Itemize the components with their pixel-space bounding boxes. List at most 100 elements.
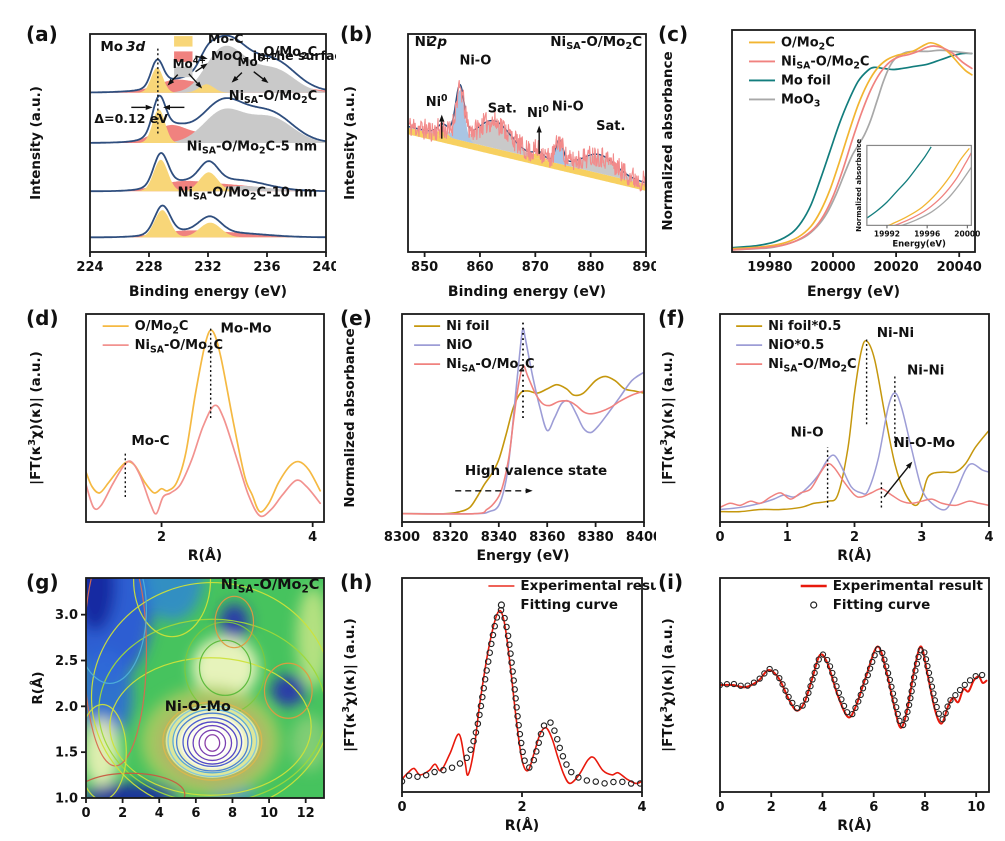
svg-text:8400: 8400 bbox=[626, 530, 656, 545]
svg-text:240: 240 bbox=[312, 260, 336, 275]
svg-text:2: 2 bbox=[517, 800, 526, 815]
panel-g-label: (g) bbox=[26, 570, 59, 594]
svg-text:8: 8 bbox=[228, 806, 237, 821]
svg-text:O/Mo2C: O/Mo2C bbox=[135, 319, 189, 336]
panel-h-chart: 0 2 4 R(Å) |FT(κ3χ)(κ)| (a.u.) Experimental r… bbox=[341, 577, 656, 834]
svg-text:Mo6+: Mo6+ bbox=[238, 54, 271, 69]
svg-text:8300: 8300 bbox=[384, 530, 420, 545]
panel-d-label: (d) bbox=[26, 306, 59, 330]
svg-text:8320: 8320 bbox=[432, 530, 468, 545]
svg-text:2.0: 2.0 bbox=[55, 700, 78, 715]
svg-text:High valence state: High valence state bbox=[465, 463, 607, 479]
panel-a: (a) 224 228 232 236 240 Binding energy (eV) In… bbox=[24, 18, 336, 304]
svg-text:Sat.: Sat. bbox=[596, 119, 625, 134]
panel-f-chart: 0 1 2 3 4 R(Å) |FT(κ3χ)(κ)| (a.u.) Ni foil*0.5 N… bbox=[659, 313, 994, 564]
svg-text:236: 236 bbox=[253, 260, 280, 275]
svg-text:2p: 2p bbox=[428, 34, 447, 50]
svg-text:8360: 8360 bbox=[529, 530, 565, 545]
svg-text:2: 2 bbox=[157, 530, 166, 545]
svg-text:224: 224 bbox=[76, 260, 103, 275]
svg-text:Ni-O-Mo: Ni-O-Mo bbox=[894, 435, 956, 451]
svg-text:3: 3 bbox=[917, 530, 926, 545]
svg-text:870: 870 bbox=[522, 260, 549, 275]
svg-text:Fitting curve: Fitting curve bbox=[833, 597, 931, 613]
svg-text:0: 0 bbox=[81, 806, 90, 821]
svg-text:Ni-Ni: Ni-Ni bbox=[907, 362, 944, 378]
svg-text:Energy(eV): Energy(eV) bbox=[892, 239, 946, 249]
svg-text:NiSA-O/Mo2C-10 nm: NiSA-O/Mo2C-10 nm bbox=[178, 185, 318, 202]
panel-g-chart: 0 2 4 6 8 10 12 1.0 1.5 2.0 2.5 3.0 R(Å) NiSA-O/Mo2C N… bbox=[29, 577, 325, 821]
svg-text:228: 228 bbox=[135, 260, 162, 275]
svg-text:4: 4 bbox=[637, 800, 646, 815]
panel-h-label: (h) bbox=[340, 570, 373, 594]
panel-e: (e) 8300 8320 8340 8360 8380 8400 Energy (eV) N… bbox=[338, 302, 656, 568]
svg-text:2: 2 bbox=[118, 806, 127, 821]
svg-text:O/Mo2C: O/Mo2C bbox=[263, 45, 317, 62]
svg-text:12: 12 bbox=[297, 806, 315, 821]
svg-text:|FT(κ3χ)(κ)| (a.u.): |FT(κ3χ)(κ)| (a.u.) bbox=[659, 618, 676, 752]
panel-i: (i) 0 2 4 6 8 10 R(Å) |FT(κ3χ)(κ)| (a.u.) Experi… bbox=[656, 566, 1005, 838]
panel-a-label: (a) bbox=[26, 22, 58, 46]
svg-text:6: 6 bbox=[191, 806, 200, 821]
svg-text:Fitting curve: Fitting curve bbox=[520, 597, 618, 613]
svg-text:Intensity (a.u.): Intensity (a.u.) bbox=[28, 86, 44, 200]
svg-text:1.0: 1.0 bbox=[55, 792, 78, 807]
svg-text:2: 2 bbox=[850, 530, 859, 545]
panel-e-chart: 8300 8320 8340 8360 8380 8400 Energy (eV) Norma… bbox=[342, 313, 656, 564]
panel-c-label: (c) bbox=[658, 22, 689, 46]
panel-d: (d) 2 4 R(Å) |FT(κ3χ)(κ)| (a.u.) O/Mo2C NiSA-… bbox=[24, 302, 336, 568]
panel-e-label: (e) bbox=[340, 306, 372, 330]
panel-b-chart: 850 860 870 880 890 Binding energy (eV) Intens… bbox=[342, 33, 656, 300]
svg-text:MoO3: MoO3 bbox=[781, 92, 820, 109]
svg-text:Ni-O: Ni-O bbox=[552, 99, 584, 114]
svg-text:Energy (eV): Energy (eV) bbox=[476, 548, 569, 564]
svg-text:4: 4 bbox=[308, 530, 317, 545]
svg-text:Ni0: Ni0 bbox=[426, 93, 448, 110]
svg-text:Ni: Ni bbox=[415, 34, 431, 50]
svg-text:Energy (eV): Energy (eV) bbox=[807, 284, 900, 300]
svg-text:Mo: Mo bbox=[100, 39, 123, 55]
svg-text:8: 8 bbox=[920, 800, 929, 815]
svg-text:Mo4+: Mo4+ bbox=[173, 56, 206, 71]
svg-text:2: 2 bbox=[767, 800, 776, 815]
svg-text:19992: 19992 bbox=[874, 229, 900, 238]
svg-text:NiO*0.5: NiO*0.5 bbox=[768, 338, 824, 353]
panel-b: (b) 850 860 870 880 890 Binding energy (eV) In… bbox=[338, 18, 656, 304]
svg-text:8340: 8340 bbox=[481, 530, 517, 545]
panel-c-chart: 19992 19996 20000 Energy(eV) Normalized abso… bbox=[660, 29, 982, 300]
panel-i-chart: 0 2 4 6 8 10 R(Å) |FT(κ3χ)(κ)| (a.u.) Experiment… bbox=[659, 577, 990, 834]
svg-text:880: 880 bbox=[577, 260, 604, 275]
svg-text:Mo foil: Mo foil bbox=[781, 73, 831, 88]
svg-text:NiSA-O/Mo2C: NiSA-O/Mo2C bbox=[550, 34, 642, 52]
svg-text:3d: 3d bbox=[126, 39, 145, 55]
panel-f: (f) 0 1 2 3 4 R(Å) |FT(κ3χ)(κ)| (a.u.) Ni foil*… bbox=[656, 302, 1005, 568]
svg-text:4: 4 bbox=[818, 800, 827, 815]
svg-text:860: 860 bbox=[466, 260, 493, 275]
svg-text:Mo-Mo: Mo-Mo bbox=[220, 321, 271, 337]
panel-g: (g) 0 2 4 6 8 10 12 1.0 1.5 2.0 2.5 3.0 R(Å) NiSA-O/M… bbox=[24, 566, 336, 838]
svg-text:Normalized absorbance: Normalized absorbance bbox=[855, 139, 863, 232]
svg-text:Mo-C: Mo-C bbox=[208, 31, 243, 46]
svg-text:1.5: 1.5 bbox=[55, 746, 78, 761]
panel-f-label: (f) bbox=[658, 306, 685, 330]
svg-text:Binding energy (eV): Binding energy (eV) bbox=[448, 284, 606, 300]
svg-text:19980: 19980 bbox=[747, 260, 792, 275]
svg-text:20000: 20000 bbox=[810, 260, 855, 275]
svg-text:3.0: 3.0 bbox=[55, 608, 78, 623]
svg-text:6: 6 bbox=[869, 800, 878, 815]
svg-text:Ni0: Ni0 bbox=[527, 104, 549, 121]
svg-text:232: 232 bbox=[194, 260, 221, 275]
svg-text:10: 10 bbox=[260, 806, 278, 821]
svg-text:NiO: NiO bbox=[446, 338, 472, 353]
panel-b-label: (b) bbox=[340, 22, 373, 46]
svg-text:Intensity (a.u.): Intensity (a.u.) bbox=[342, 86, 358, 200]
svg-text:O/Mo2C: O/Mo2C bbox=[781, 35, 835, 52]
svg-text:R(Å): R(Å) bbox=[837, 547, 871, 564]
panel-c: (c) 19992 19996 20000 Energy(eV) Normalized … bbox=[656, 18, 1005, 304]
svg-text:Ni-O: Ni-O bbox=[459, 54, 491, 69]
panel-h: (h) 0 2 4 R(Å) |FT(κ3χ)(κ)| (a.u.) Experiment… bbox=[338, 566, 656, 838]
svg-text:R(Å): R(Å) bbox=[29, 671, 46, 704]
svg-text:20040: 20040 bbox=[937, 260, 982, 275]
svg-text:Ni foil*0.5: Ni foil*0.5 bbox=[768, 319, 841, 334]
